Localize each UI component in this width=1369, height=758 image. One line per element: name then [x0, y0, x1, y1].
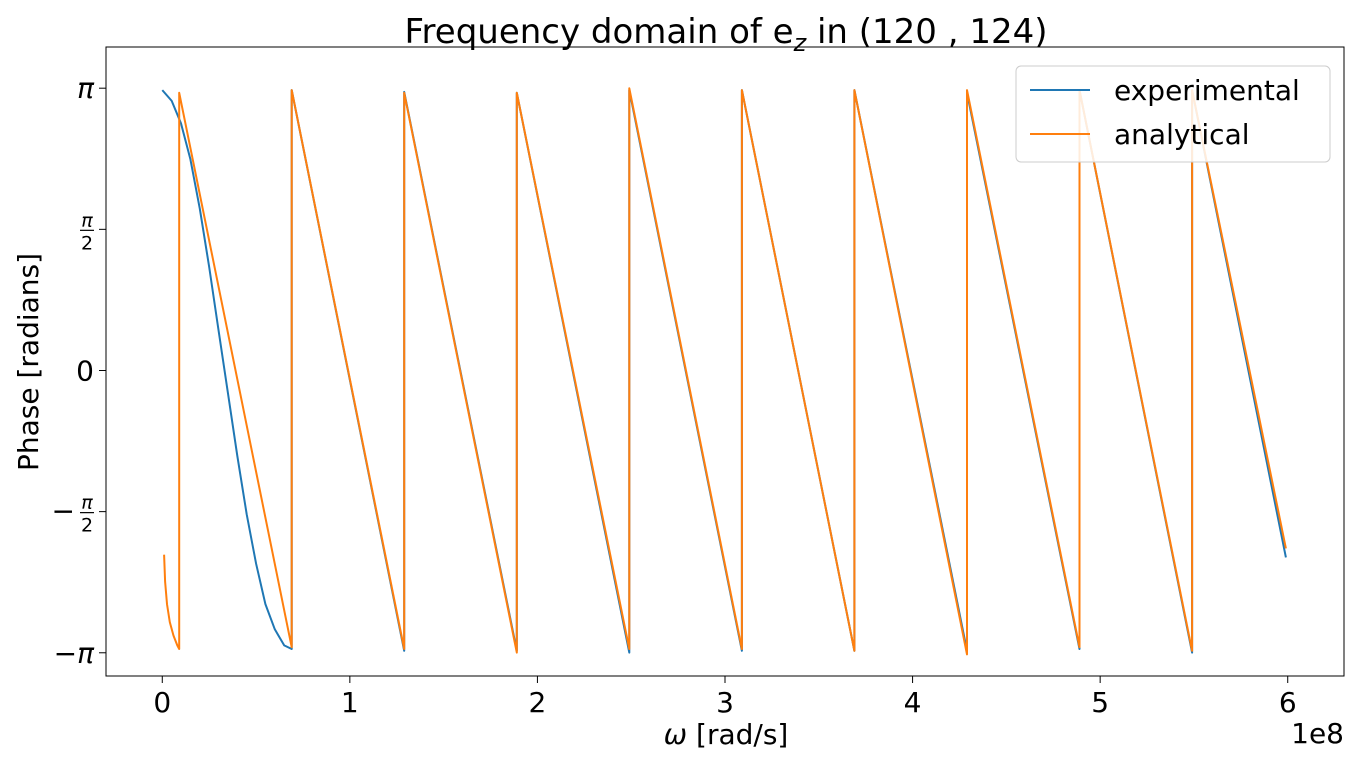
y-tick-text: 0 [76, 354, 94, 387]
y-tick-label: π2 [80, 209, 94, 254]
y-tick-label: π [77, 72, 95, 105]
legend-label-analytical: analytical [1114, 118, 1250, 151]
x-offset-label: 1e8 [1291, 717, 1344, 750]
y-tick-denominator: 2 [81, 515, 93, 537]
chart-title: Frequency domain of ez in (120 , 124) [404, 12, 1047, 57]
y-tick-text: −π [54, 637, 95, 670]
y-tick-label: − π2 [52, 492, 94, 537]
plot-frame [105, 46, 1345, 677]
series-line-analytical [163, 87, 1287, 656]
y-tick-minus: − [52, 495, 75, 528]
legend: experimental analytical [1015, 65, 1331, 163]
x-tick-label: 6 [1279, 686, 1297, 719]
x-tick-labels: 0 1 2 3 4 5 6 [153, 686, 1296, 719]
x-tick-label: 0 [153, 686, 171, 719]
y-tick-text: π [77, 72, 95, 105]
chart-title-text: Frequency domain of e [404, 12, 793, 52]
chart-title-suffix: in (120 , 124) [806, 12, 1047, 52]
series-layer [161, 87, 1287, 656]
y-tick-label: −π [54, 637, 95, 670]
legend-box [1015, 65, 1331, 163]
x-axis-symbol: ω [664, 718, 687, 751]
y-tick-numerator: π [81, 492, 93, 514]
x-tick-label: 4 [904, 686, 922, 719]
x-tick-label: 1 [341, 686, 359, 719]
legend-label-experimental: experimental [1114, 74, 1300, 107]
x-tick-label: 2 [529, 686, 547, 719]
y-tick-numerator: π [81, 209, 93, 231]
ticks-layer [99, 87, 1289, 683]
x-tick-label: 5 [1091, 686, 1109, 719]
x-axis-label-text: [rad/s] [696, 718, 788, 751]
chart-title-subscript: z [793, 29, 808, 57]
x-axis-label: ω [rad/s] [664, 718, 789, 751]
y-tick-denominator: 2 [81, 232, 93, 254]
y-axis-label: Phase [radians] [12, 253, 45, 471]
y-tick-label: 0 [76, 354, 94, 387]
series-line-experimental [161, 89, 1287, 654]
x-tick-label: 3 [716, 686, 734, 719]
